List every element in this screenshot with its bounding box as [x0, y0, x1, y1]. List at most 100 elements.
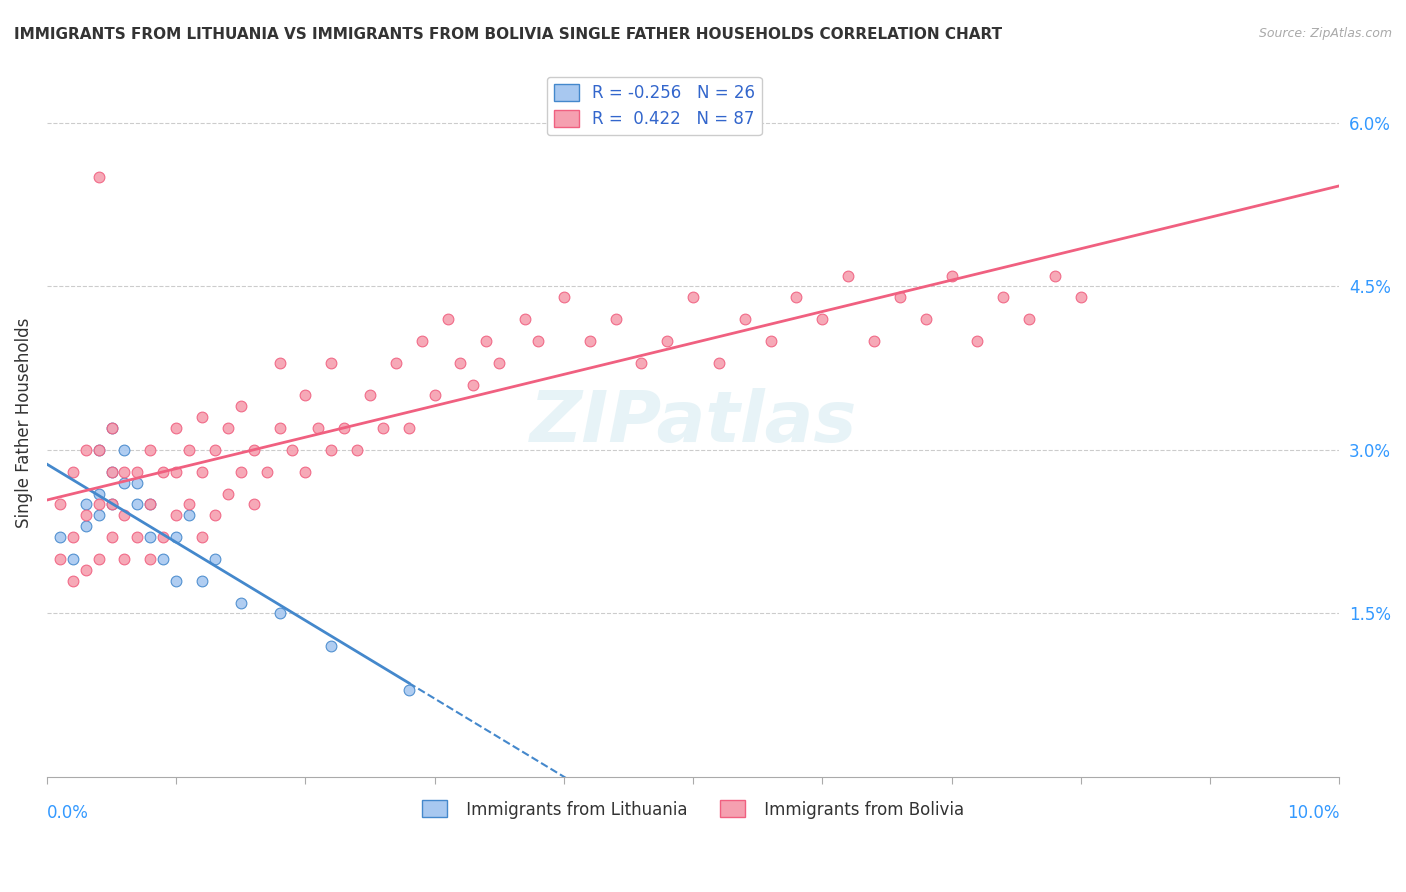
Point [993, 290, 1015, 304]
Point [1018, 312, 1040, 326]
Point [100, 497, 122, 511]
Text: 0.0%: 0.0% [46, 804, 89, 822]
Point [49, 552, 72, 566]
Point [204, 552, 226, 566]
Point [359, 388, 381, 402]
Point [436, 312, 458, 326]
Point [139, 552, 162, 566]
Point [657, 334, 679, 348]
Point [49, 530, 72, 544]
Point [62, 552, 84, 566]
Point [127, 465, 149, 479]
Point [139, 497, 162, 511]
Point [398, 421, 420, 435]
Point [100, 530, 122, 544]
Point [914, 312, 936, 326]
Point [217, 421, 239, 435]
Point [127, 530, 149, 544]
Point [321, 442, 343, 457]
Point [49, 497, 72, 511]
Point [863, 334, 886, 348]
Point [204, 508, 226, 523]
Text: 10.0%: 10.0% [1286, 804, 1340, 822]
Point [682, 290, 704, 304]
Point [294, 465, 316, 479]
Point [100, 497, 122, 511]
Point [371, 421, 394, 435]
Point [152, 530, 174, 544]
Point [177, 508, 200, 523]
Point [346, 442, 368, 457]
Point [578, 334, 600, 348]
Point [423, 388, 446, 402]
Point [75, 563, 97, 577]
Text: ZIPatlas: ZIPatlas [530, 388, 856, 458]
Point [707, 356, 730, 370]
Point [191, 574, 214, 588]
Point [100, 465, 122, 479]
Point [177, 497, 200, 511]
Point [114, 508, 136, 523]
Point [229, 465, 252, 479]
Point [385, 356, 408, 370]
Point [488, 356, 510, 370]
Point [837, 268, 859, 283]
Point [100, 421, 122, 435]
Point [191, 410, 214, 425]
Point [398, 682, 420, 697]
Point [217, 486, 239, 500]
Point [475, 334, 498, 348]
Point [75, 508, 97, 523]
Point [100, 465, 122, 479]
Point [605, 312, 627, 326]
Legend:  Immigrants from Lithuania,  Immigrants from Bolivia: Immigrants from Lithuania, Immigrants fr… [416, 794, 970, 825]
Point [811, 312, 834, 326]
Point [229, 400, 252, 414]
Point [87, 486, 110, 500]
Point [127, 475, 149, 490]
Point [191, 465, 214, 479]
Point [177, 442, 200, 457]
Point [553, 290, 575, 304]
Point [100, 421, 122, 435]
Point [191, 530, 214, 544]
Point [1043, 268, 1066, 283]
Point [411, 334, 433, 348]
Point [87, 508, 110, 523]
Point [449, 356, 471, 370]
Point [139, 442, 162, 457]
Point [966, 334, 988, 348]
Point [165, 465, 187, 479]
Point [734, 312, 756, 326]
Point [321, 356, 343, 370]
Text: IMMIGRANTS FROM LITHUANIA VS IMMIGRANTS FROM BOLIVIA SINGLE FATHER HOUSEHOLDS CO: IMMIGRANTS FROM LITHUANIA VS IMMIGRANTS … [14, 27, 1002, 42]
Point [307, 421, 329, 435]
Point [62, 530, 84, 544]
Point [941, 268, 963, 283]
Point [152, 465, 174, 479]
Point [294, 388, 316, 402]
Point [87, 552, 110, 566]
Point [139, 497, 162, 511]
Point [785, 290, 807, 304]
Point [321, 639, 343, 653]
Point [62, 465, 84, 479]
Point [256, 465, 278, 479]
Point [75, 442, 97, 457]
Point [527, 334, 550, 348]
Point [62, 574, 84, 588]
Point [165, 508, 187, 523]
Point [463, 377, 485, 392]
Point [114, 475, 136, 490]
Point [139, 530, 162, 544]
Point [152, 552, 174, 566]
Point [269, 421, 291, 435]
Point [87, 497, 110, 511]
Point [87, 442, 110, 457]
Point [281, 442, 304, 457]
Point [127, 497, 149, 511]
Point [114, 552, 136, 566]
Point [242, 497, 264, 511]
Point [75, 519, 97, 533]
Point [204, 442, 226, 457]
